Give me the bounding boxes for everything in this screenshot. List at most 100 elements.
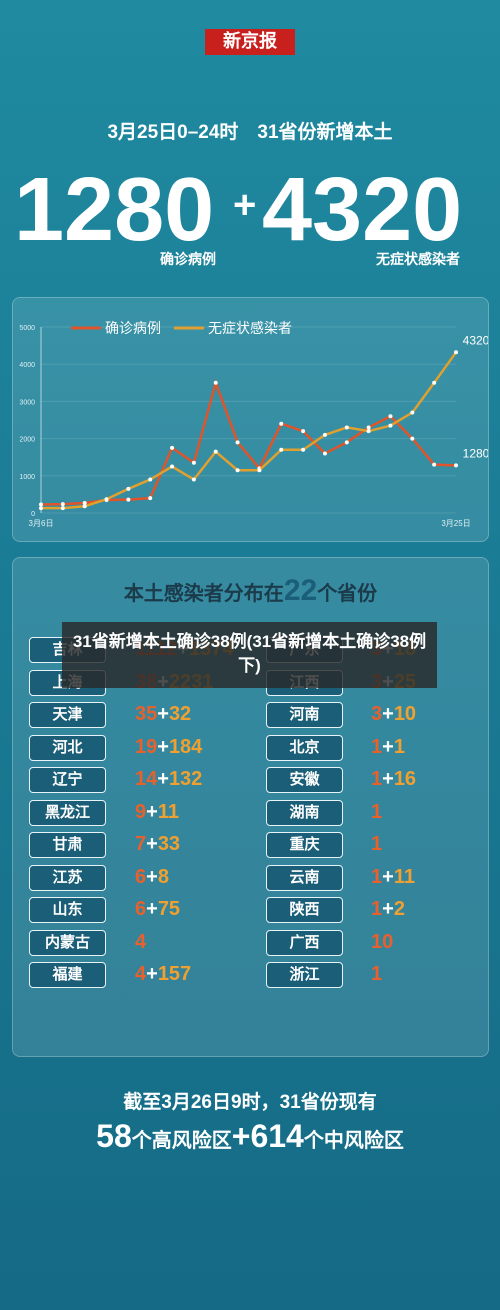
asymptomatic-count: 157 xyxy=(157,963,192,985)
province-counts: 19+184 xyxy=(135,734,202,760)
data-point xyxy=(344,440,349,445)
plus-sign: + xyxy=(382,898,394,920)
data-point xyxy=(301,447,306,452)
confirmed-count: 3 xyxy=(371,703,383,725)
end-value-label: 4320 xyxy=(463,333,488,347)
province-name: 辽宁 xyxy=(29,767,106,793)
plus-sign: + xyxy=(233,183,257,227)
province-counts: 9+11 xyxy=(135,799,179,825)
province-counts: 1+11 xyxy=(371,864,415,890)
data-point xyxy=(60,506,65,511)
province-counts: 1+1 xyxy=(371,734,405,760)
confirmed-count: 6 xyxy=(135,898,147,920)
title-text: 个省份 xyxy=(317,583,378,605)
confirmed-count: 7 xyxy=(135,833,147,855)
province-count: 22 xyxy=(283,574,318,607)
data-point xyxy=(213,380,218,385)
data-point xyxy=(191,460,196,465)
data-point xyxy=(39,506,43,511)
y-tick-label: 3000 xyxy=(19,399,35,406)
asymptomatic-count: 10 xyxy=(393,703,417,725)
data-point xyxy=(301,429,306,434)
province-counts: 1 xyxy=(371,961,382,987)
y-tick-label: 2000 xyxy=(19,437,35,444)
mid-label: 个中风险区 xyxy=(303,1130,404,1152)
data-point xyxy=(454,350,458,355)
mid-count: 614 xyxy=(250,1118,304,1154)
header-title: 3月25日0–24时 31省份新增本土 xyxy=(107,122,393,143)
high-label: 个高风险区 xyxy=(131,1130,232,1152)
asymptomatic-count: 75 xyxy=(157,898,181,920)
data-point xyxy=(366,425,371,430)
confirmed-count: 4 xyxy=(135,963,147,985)
confirmed-count: 9 xyxy=(135,800,147,823)
data-point xyxy=(191,477,196,482)
data-point xyxy=(322,451,327,456)
province-counts: 4+157 xyxy=(135,961,191,987)
province-name: 江苏 xyxy=(29,864,106,891)
data-point xyxy=(60,502,65,507)
plus-sign: + xyxy=(382,703,394,725)
province-counts: 3+10 xyxy=(371,701,416,727)
plus-sign: + xyxy=(157,703,169,725)
y-tick-label: 4000 xyxy=(19,362,35,369)
province-counts: 1+16 xyxy=(371,766,416,792)
data-point xyxy=(82,500,87,505)
asymptomatic-count: 1 xyxy=(393,735,405,758)
y-tick-label: 1000 xyxy=(19,474,35,481)
province-name: 黑龙江 xyxy=(29,799,106,826)
data-point xyxy=(126,486,131,491)
plus-sign: + xyxy=(146,963,158,985)
province-counts: 7+33 xyxy=(135,831,180,857)
title-text: 本土感染者分布在 xyxy=(123,583,284,605)
plus-sign: + xyxy=(382,865,394,888)
asymptomatic-count: 11 xyxy=(157,800,179,823)
data-point xyxy=(366,429,371,434)
data-point xyxy=(432,380,437,385)
province-counts: 10 xyxy=(371,929,393,955)
asymptomatic-count: 2 xyxy=(393,898,405,920)
y-tick-label: 0 xyxy=(31,511,35,518)
confirmed-count: 1 xyxy=(371,833,383,855)
province-name: 广西 xyxy=(266,929,343,956)
confirmed-count: 1 xyxy=(371,963,383,985)
asymptomatic-count: 16 xyxy=(393,768,417,790)
data-point xyxy=(170,445,175,450)
province-name: 湖南 xyxy=(266,799,343,826)
caption-overlay: 31省新增本土确诊38例(31省新增本土确诊38例下) xyxy=(62,622,437,688)
confirmed-count: 1 xyxy=(371,800,383,823)
series-line xyxy=(40,378,457,506)
data-point xyxy=(82,504,87,509)
data-point xyxy=(410,436,415,441)
plus-sign: + xyxy=(157,735,169,758)
data-point xyxy=(279,421,284,426)
data-point xyxy=(432,462,437,467)
data-point xyxy=(39,502,43,507)
distribution-title: 本土感染者分布在22个省份 xyxy=(13,574,488,608)
end-value-label: 1280 xyxy=(463,446,488,460)
asymptomatic-count: 132 xyxy=(168,768,203,790)
data-point xyxy=(388,423,393,428)
data-point xyxy=(235,440,240,445)
plus-sign: + xyxy=(382,735,394,758)
data-point xyxy=(279,447,284,452)
data-point xyxy=(126,497,131,502)
legend-label: 确诊病例 xyxy=(105,320,161,336)
province-counts: 1 xyxy=(371,799,382,825)
series-line xyxy=(41,351,458,510)
data-point xyxy=(344,425,349,430)
province-name: 甘肃 xyxy=(29,832,106,858)
footer-line: 截至3月26日9时，31省份现有 xyxy=(123,1092,377,1113)
confirmed-count: 35 xyxy=(135,703,158,725)
data-point xyxy=(388,414,393,419)
data-point xyxy=(148,496,153,501)
province-name: 天津 xyxy=(29,702,106,728)
asymptomatic-label: 无症状感染者 xyxy=(376,251,460,267)
data-point xyxy=(454,463,458,468)
data-point xyxy=(148,477,153,482)
province-name: 浙江 xyxy=(266,962,343,988)
province-counts: 35+32 xyxy=(135,701,191,727)
province-name: 山东 xyxy=(29,897,106,923)
confirmed-count: 6 xyxy=(135,865,147,888)
